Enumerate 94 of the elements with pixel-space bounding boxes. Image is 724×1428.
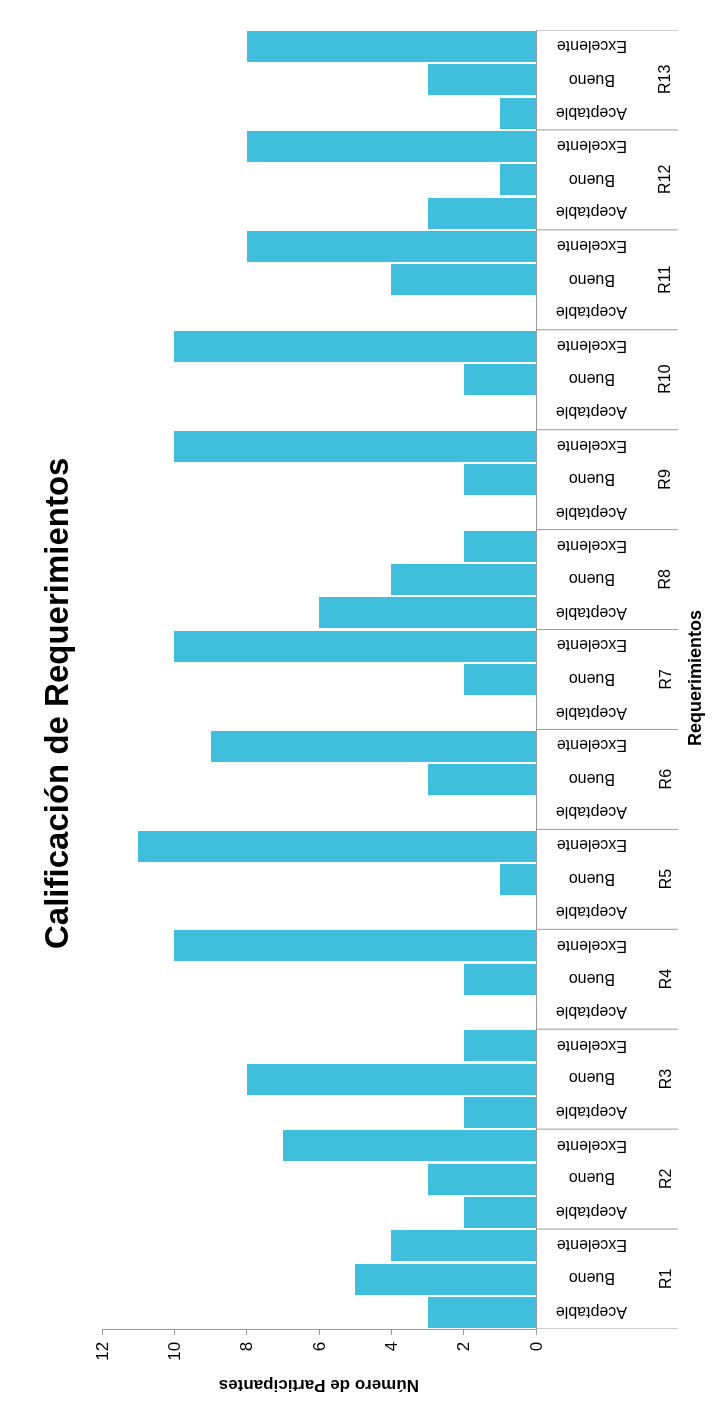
text: R8 (656, 569, 674, 590)
bar (428, 64, 536, 95)
text: R2 (656, 1168, 674, 1190)
y-tick-label: Aceptable (555, 404, 627, 422)
bar (464, 364, 536, 395)
y-tick-label: Bueno (568, 571, 615, 589)
x-axis-title: Número de Participantes (218, 1376, 419, 1395)
bar (319, 597, 536, 628)
y-tick-label: Bueno (568, 671, 615, 688)
x-tick-label: 2 (454, 1341, 474, 1352)
bar (391, 1230, 536, 1261)
y-tick-label: Aceptable (555, 1104, 627, 1121)
y-tick-label: Bueno (568, 770, 615, 788)
y-tick-label: Bueno (568, 1170, 615, 1188)
y-tick-label: Aceptable (555, 504, 627, 522)
bar (464, 1197, 536, 1228)
y-tick-label: Excelente (556, 1237, 627, 1255)
y-tick-label: Excelente (556, 337, 627, 355)
y-tick-label: Excelente (556, 937, 627, 955)
y-tick-label: Excelente (556, 238, 627, 255)
y-tick-label: Bueno (568, 471, 615, 489)
bar (500, 98, 536, 129)
bar (138, 831, 536, 862)
y-tick-label: Aceptable (555, 1303, 627, 1321)
bar (247, 231, 536, 262)
x-tick-label: 12 (92, 1341, 112, 1361)
bar (174, 431, 536, 462)
bar (428, 1297, 536, 1328)
y-tick-label: Aceptable (555, 604, 627, 622)
bar (428, 1164, 536, 1195)
y-tick-label: Aceptable (555, 304, 627, 322)
bar (391, 264, 536, 295)
x-tick-label: 6 (309, 1341, 329, 1352)
bar (464, 964, 536, 995)
bar (428, 764, 536, 795)
text: Requerimientos (685, 609, 705, 746)
y-tick-label: Aceptable (555, 804, 627, 822)
text: R10 (656, 364, 674, 394)
y-tick-label: Aceptable (555, 104, 627, 122)
text: R12 (656, 164, 674, 194)
text: R7 (656, 668, 674, 690)
bar (355, 1264, 536, 1295)
text: R13 (656, 64, 674, 94)
text: R6 (656, 768, 674, 790)
y-tick-label: Excelente (556, 637, 627, 655)
x-tick-label: 10 (164, 1341, 184, 1361)
y-tick-label: Bueno (568, 271, 615, 289)
y-tick-label: Bueno (568, 870, 615, 888)
bar (283, 1130, 536, 1161)
bar (211, 731, 536, 762)
y-tick-label: Bueno (568, 171, 615, 189)
text: R5 (656, 868, 674, 890)
text: R9 (656, 469, 674, 490)
y-tick-label: Bueno (568, 1070, 615, 1088)
y-tick-label: Excelente (556, 1137, 627, 1155)
y-tick-label: Bueno (568, 970, 615, 988)
y-tick-label: Aceptable (555, 904, 627, 922)
y-tick-label: Excelente (556, 1037, 627, 1055)
x-tick-label: 0 (526, 1341, 546, 1352)
x-tick-label: 4 (381, 1341, 401, 1352)
bar (464, 464, 536, 495)
x-tick-label: 8 (237, 1341, 257, 1352)
text: R1 (656, 1268, 674, 1290)
bar (391, 564, 536, 595)
bar (247, 1064, 536, 1095)
bar (174, 331, 536, 362)
y-tick-label: Aceptable (555, 1004, 627, 1022)
y-tick-label: Excelente (556, 38, 627, 56)
y-tick-label: Aceptable (555, 1203, 627, 1221)
bar (174, 631, 536, 662)
y-tick-label: Excelente (556, 437, 627, 455)
text: Calificación de Requerimientos (38, 457, 75, 949)
y-tick-label: Excelente (556, 837, 627, 855)
y-tick-label: Excelente (556, 537, 627, 555)
y-tick-label: Excelente (556, 138, 627, 156)
text: R11 (656, 265, 674, 294)
y-tick-label: Aceptable (555, 704, 627, 722)
y-tick-label: Bueno (568, 371, 615, 389)
y-tick-label: Bueno (568, 1270, 615, 1288)
bar (428, 198, 536, 229)
bar (464, 531, 536, 562)
bar (500, 864, 536, 895)
bar (247, 31, 536, 62)
y-tick-label: Bueno (568, 71, 615, 89)
text: R3 (656, 1068, 674, 1090)
bar (464, 664, 536, 695)
y-tick-label: Excelente (556, 737, 627, 755)
text: R4 (656, 968, 674, 990)
bar (464, 1097, 536, 1128)
y-tick-label: Aceptable (555, 204, 627, 222)
bar (464, 1030, 536, 1061)
bar (247, 131, 536, 162)
bar (174, 930, 536, 961)
bar (500, 164, 536, 195)
